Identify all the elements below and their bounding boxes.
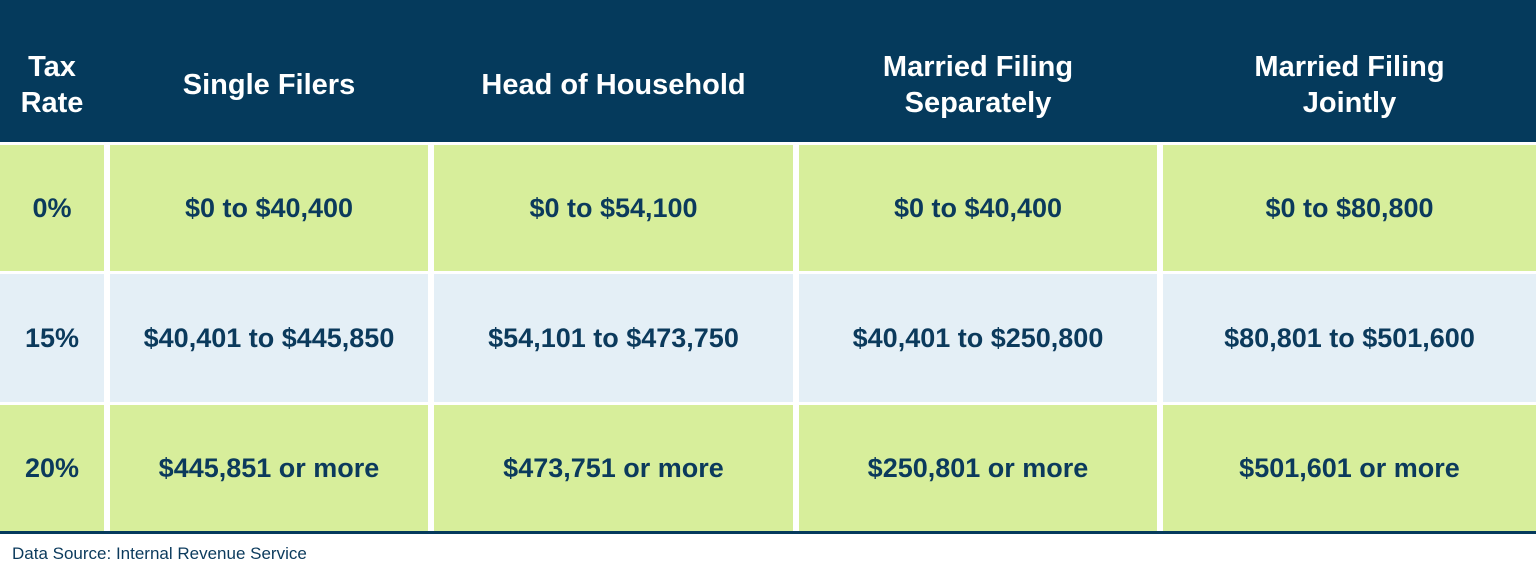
bracket-cell: $0 to $54,100 (434, 145, 793, 271)
header-row (0, 0, 1536, 142)
bracket-cell: $54,101 to $473,750 (434, 274, 793, 402)
header-cell: Head of Household (434, 0, 793, 142)
header-cell: Tax Rate (0, 0, 104, 142)
header-text: Rate (20, 87, 84, 119)
header-text: Married Filing (882, 51, 1074, 83)
header-text: Head of Household (481, 69, 746, 101)
header-text: Separately (904, 87, 1052, 119)
rate-cell: 0% (0, 145, 104, 271)
bracket-cell: $501,601 or more (1163, 405, 1536, 531)
tax-table: Tax Rate Single Filers Head of Household Mar… (0, 0, 1536, 531)
rate-cell: 15% (0, 274, 104, 402)
bracket-cell: $40,401 to $445,850 (110, 274, 428, 402)
bracket-cell: $0 to $40,400 (799, 145, 1157, 271)
header-cell: Married Filing Jointly (1163, 0, 1536, 142)
header-text: Tax (28, 51, 76, 83)
bracket-cell: $0 to $80,800 (1163, 145, 1536, 271)
bottom-rule (0, 531, 1536, 534)
header-text: Jointly (1302, 87, 1397, 119)
bracket-cell: $40,401 to $250,800 (799, 274, 1157, 402)
header-cell: Married Filing Separately (799, 0, 1157, 142)
bracket-cell: $0 to $40,400 (110, 145, 428, 271)
bracket-cell: $473,751 or more (434, 405, 793, 531)
rate-cell: 20% (0, 405, 104, 531)
source-note: Data Source: Internal Revenue Service (12, 544, 307, 563)
header-cell: Single Filers (110, 0, 428, 142)
header-text: Married Filing (1254, 51, 1445, 83)
bracket-cell: $445,851 or more (110, 405, 428, 531)
bracket-cell: $250,801 or more (799, 405, 1157, 531)
header-text: Single Filers (182, 69, 356, 101)
bracket-cell: $80,801 to $501,600 (1163, 274, 1536, 402)
